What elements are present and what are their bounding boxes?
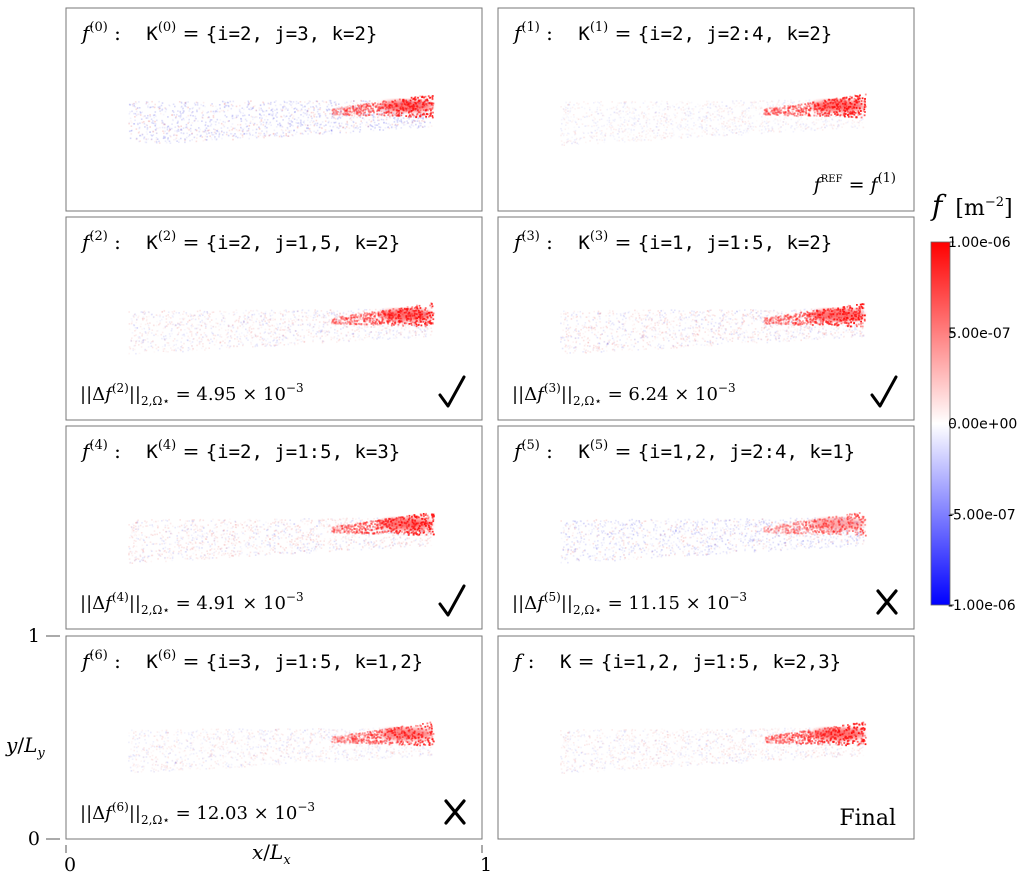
field-tail (331, 512, 435, 537)
panel-title: f(2) : K(2) = {i=2, j=1,5, k=2} (80, 229, 400, 254)
reference-label: fREF = f(1) (812, 171, 896, 196)
panel-grid: f(0) : K(0) = {i=2, j=3, k=2} f(1) : K(1)… (65, 7, 915, 840)
panel-frame (497, 7, 915, 212)
panel-4: f(4) : K(4) = {i=2, j=1:5, k=3} ||Δf(4)||… (65, 425, 483, 630)
check-icon (438, 584, 466, 617)
panel-7: f : K = {i=1,2, j=1:5, k=2,3} Final (497, 635, 915, 840)
colorbar-tick-label: 0.00e+00 (948, 417, 1017, 433)
outer-axes: 0 1 0 1 x/Lx y/Ly (5, 625, 492, 876)
x-tick-label: 1 (480, 854, 492, 876)
field-tail (331, 721, 435, 747)
colorbar-tick-label: -1.00e-06 (948, 598, 1016, 614)
norm-label: ||Δf(6)||2,Ω⋆ = 12.03 × 10−3 (80, 800, 315, 827)
panel-1: f(1) : K(1) = {i=2, j=2:4, k=2} fREF = f(… (497, 7, 915, 212)
norm-label: ||Δf(2)||2,Ω⋆ = 4.95 × 10−3 (80, 381, 304, 408)
panel-2: f(2) : K(2) = {i=2, j=1,5, k=2} ||Δf(2)||… (65, 216, 483, 421)
x-tick-label: 0 (64, 854, 76, 876)
colorbar-label: f [m−2] (930, 189, 1013, 222)
panel-title: f(0) : K(0) = {i=2, j=3, k=2} (80, 20, 377, 45)
field-tail (331, 95, 435, 119)
colorbar-tick-label: -5.00e-07 (948, 507, 1016, 523)
norm-label: ||Δf(3)||2,Ω⋆ = 6.24 × 10−3 (512, 381, 736, 408)
panel-0: f(0) : K(0) = {i=2, j=3, k=2} (65, 7, 483, 212)
panel-3: f(3) : K(3) = {i=1, j=1:5, k=2} ||Δf(3)||… (497, 216, 915, 421)
colorbar: f [m−2] 1.00e-06 5.00e-07 0.00e+00 -5.00e-07… (930, 189, 1017, 614)
field-speckle (128, 99, 433, 144)
cross-icon (876, 589, 898, 615)
y-tick-label: 1 (28, 625, 40, 647)
field-tail (764, 721, 867, 747)
check-icon (438, 375, 466, 408)
y-axis-label: y/Ly (5, 733, 45, 761)
x-axis-label: x/Lx (252, 840, 291, 868)
check-icon (870, 375, 898, 408)
panel-6: f(6) : K(6) = {i=3, j=1:5, k=1,2}||Δf(6)… (65, 635, 483, 840)
field-tail (331, 302, 435, 328)
panel-title: f(1) : K(1) = {i=2, j=2:4, k=2} (512, 20, 832, 45)
y-tick-label: 0 (28, 828, 40, 850)
panel-5: f(5) : K(5) = {i=1,2, j=2:4, k=1} ||Δf(5)… (497, 425, 915, 630)
norm-label: ||Δf(4)||2,Ω⋆ = 4.91 × 10−3 (80, 590, 304, 617)
panel-title: f(3) : K(3) = {i=1, j=1:5, k=2} (512, 229, 832, 254)
panel-title: f(4) : K(4) = {i=2, j=1:5, k=3} (80, 438, 400, 463)
panel-title: f : K = {i=1,2, j=1:5, k=2,3} (512, 649, 841, 673)
cross-icon (444, 799, 466, 825)
colorbar-tick-label: 1.00e-06 (948, 235, 1011, 251)
final-label: Final (839, 806, 896, 831)
field-tail (763, 512, 867, 537)
panel-title: f(5) : K(5) = {i=1,2, j=2:4, k=1} (512, 438, 855, 463)
norm-label: ||Δf(5)||2,Ω⋆ = 11.15 × 10−3 (512, 590, 747, 617)
colorbar-tick-label: 5.00e-07 (948, 326, 1011, 342)
field-tail (763, 303, 866, 328)
field-speckle (560, 727, 864, 774)
field-tail (763, 93, 867, 119)
